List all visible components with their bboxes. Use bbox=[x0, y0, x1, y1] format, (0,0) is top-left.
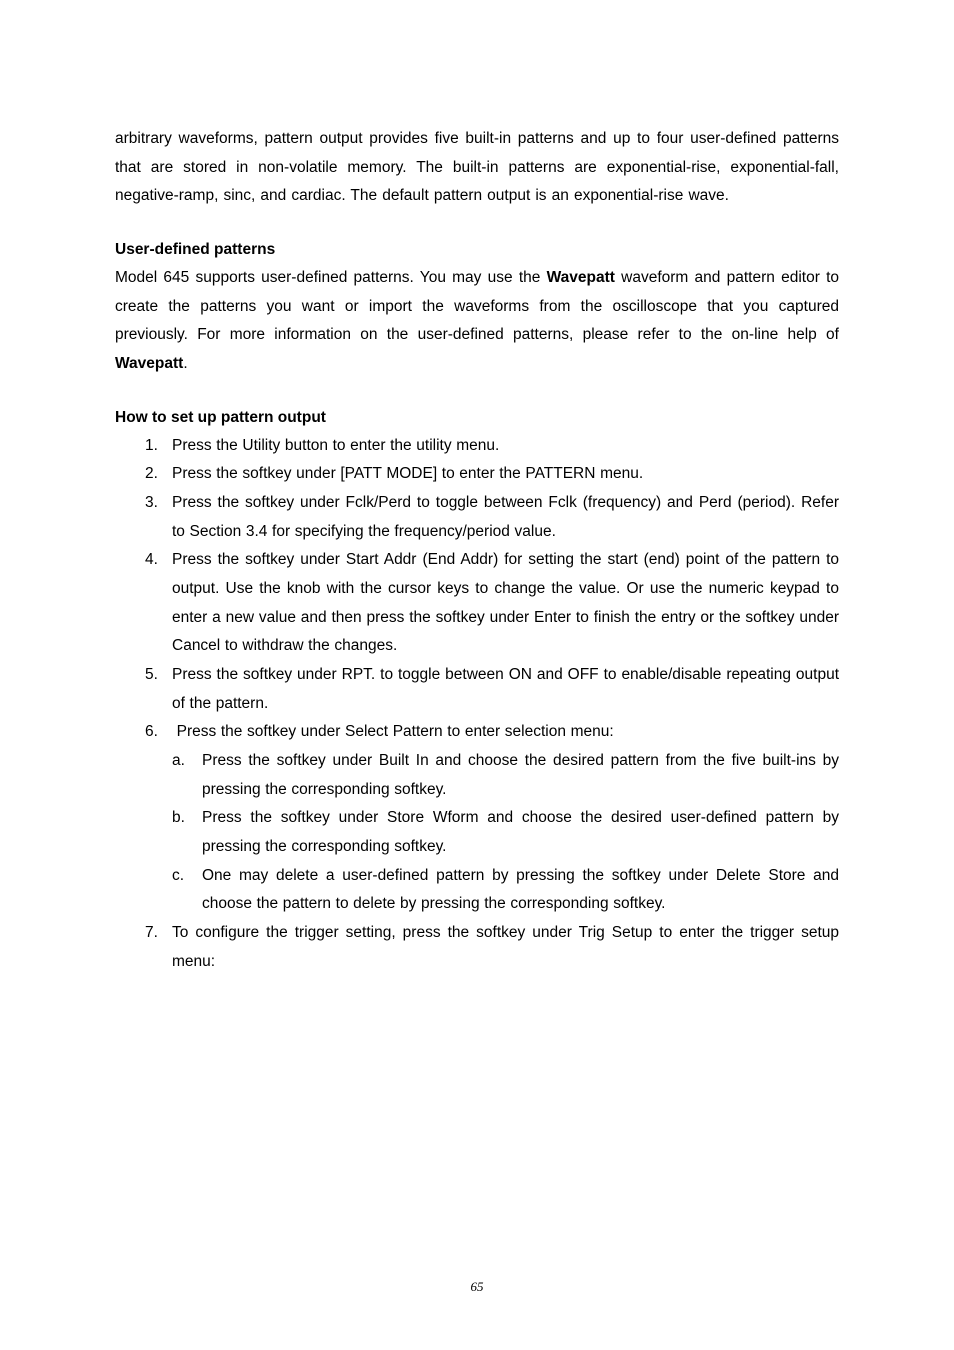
list-item: Press the softkey under [PATT MODE] to e… bbox=[115, 460, 839, 489]
sublist-item: Press the softkey under Store Wform and … bbox=[172, 804, 839, 861]
lettered-sublist: Press the softkey under Built In and cho… bbox=[172, 747, 839, 919]
list-item: To configure the trigger setting, press … bbox=[115, 919, 839, 976]
section-heading-howto: How to set up pattern output bbox=[115, 409, 839, 427]
list-item: Press the softkey under Start Addr (End … bbox=[115, 546, 839, 661]
list-item: Press the softkey under RPT. to toggle b… bbox=[115, 661, 839, 718]
bold-wavepatt-1: Wavepatt bbox=[547, 269, 615, 286]
intro-paragraph: arbitrary waveforms, pattern output prov… bbox=[115, 125, 839, 211]
list-item: Press the softkey under Select Pattern t… bbox=[115, 718, 839, 919]
document-page: arbitrary waveforms, pattern output prov… bbox=[0, 0, 954, 1350]
bold-wavepatt-2: Wavepatt bbox=[115, 355, 183, 372]
sublist-item: Press the softkey under Built In and cho… bbox=[172, 747, 839, 804]
list-item-text: Press the softkey under Select Pattern t… bbox=[177, 723, 614, 740]
list-item: Press the Utility button to enter the ut… bbox=[115, 432, 839, 461]
section-body-user-defined: Model 645 supports user-defined patterns… bbox=[115, 264, 839, 379]
text-run: . bbox=[183, 355, 187, 372]
text-run: Model 645 supports user-defined patterns… bbox=[115, 269, 547, 286]
page-number: 65 bbox=[0, 1279, 954, 1295]
list-item: Press the softkey under Fclk/Perd to tog… bbox=[115, 489, 839, 546]
numbered-list: Press the Utility button to enter the ut… bbox=[115, 432, 839, 977]
section-heading-user-defined: User-defined patterns bbox=[115, 241, 839, 259]
sublist-item: One may delete a user-defined pattern by… bbox=[172, 862, 839, 919]
